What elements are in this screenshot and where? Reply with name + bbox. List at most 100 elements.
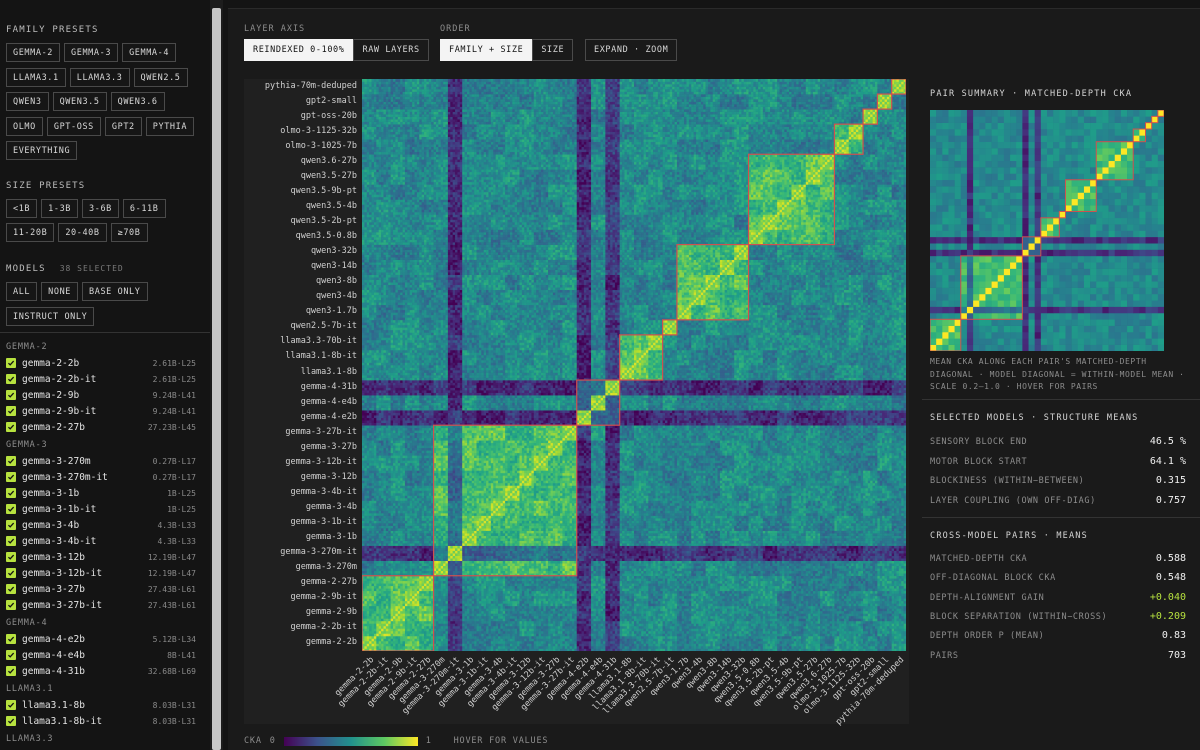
checkbox-checked-icon[interactable]: [6, 568, 16, 578]
checkbox-checked-icon[interactable]: [6, 504, 16, 514]
family-preset-chip[interactable]: GEMMA-2: [6, 43, 61, 62]
size-preset-chip[interactable]: 3-6B: [82, 199, 119, 218]
model-row[interactable]: gemma-3-4b-it 4.3B·L33: [0, 533, 210, 549]
model-row[interactable]: gemma-3-270m-it 0.27B·L17: [0, 469, 210, 485]
family-preset-chip[interactable]: PYTHIA: [145, 117, 195, 136]
model-row[interactable]: gemma-2-9b 9.24B·L41: [0, 387, 210, 403]
checkbox-checked-icon[interactable]: [6, 584, 16, 594]
pair-cell: [1139, 141, 1146, 149]
model-row[interactable]: gemma-3-270m 0.27B·L17: [0, 453, 210, 469]
cka-heatmap[interactable]: [362, 79, 906, 651]
family-preset-chip[interactable]: GPT-OSS: [46, 117, 101, 136]
checkbox-checked-icon[interactable]: [6, 488, 16, 498]
family-preset-chip[interactable]: OLMO: [6, 117, 43, 136]
checkbox-checked-icon[interactable]: [6, 666, 16, 676]
heatmap-block: [419, 545, 434, 561]
model-filter-chip[interactable]: ALL: [6, 282, 38, 301]
pair-cell: [1077, 135, 1085, 143]
pair-cell: [991, 325, 999, 333]
legend-label: CKA: [244, 736, 262, 746]
checkbox-checked-icon[interactable]: [6, 536, 16, 546]
model-row[interactable]: gemma-3-12b 12.19B·L47: [0, 549, 210, 565]
model-row[interactable]: gemma-4-31b 32.68B·L69: [0, 663, 210, 679]
checkbox-checked-icon[interactable]: [6, 374, 16, 384]
model-row[interactable]: gemma-3-27b 27.43B·L61: [0, 581, 210, 597]
model-row[interactable]: llama3.1-8b-it 8.03B·L31: [0, 713, 210, 729]
model-row[interactable]: gemma-2-9b-it 9.24B·L41: [0, 403, 210, 419]
family-preset-chip[interactable]: LLAMA3.1: [6, 68, 66, 87]
pair-cell: [1108, 325, 1116, 333]
pair-summary-heatmap[interactable]: [930, 110, 1164, 351]
model-filter-chip[interactable]: BASE ONLY: [82, 282, 148, 301]
layer-axis-raw-button[interactable]: RAW LAYERS: [353, 39, 429, 61]
model-row[interactable]: gemma-3-4b 4.3B·L33: [0, 517, 210, 533]
family-preset-chip[interactable]: GEMMA-4: [122, 43, 177, 62]
model-row[interactable]: gemma-3-27b-it 27.43B·L61: [0, 597, 210, 613]
pair-cell: [979, 331, 986, 339]
heatmap-block: [805, 199, 821, 215]
checkbox-checked-icon[interactable]: [6, 700, 16, 710]
checkbox-checked-icon[interactable]: [6, 600, 16, 610]
checkbox-checked-icon[interactable]: [6, 716, 16, 726]
size-preset-chip[interactable]: 1-3B: [41, 199, 79, 218]
family-preset-chip[interactable]: QWEN2.5: [133, 68, 188, 87]
order-family-size-button[interactable]: FAMILY + SIZE: [440, 39, 533, 61]
size-preset-chip[interactable]: <1B: [6, 199, 38, 218]
size-preset-chip[interactable]: 11-20B: [6, 223, 55, 242]
sidebar-scrollbar[interactable]: [210, 0, 223, 750]
family-preset-chip[interactable]: LLAMA3.3: [69, 68, 130, 87]
pair-cell: [1059, 116, 1066, 123]
heatmap-block: [404, 109, 420, 125]
model-row[interactable]: gemma-2-2b 2.61B·L25: [0, 355, 210, 371]
pair-cell: [966, 116, 974, 123]
family-preset-chip[interactable]: GPT2: [104, 117, 142, 136]
checkbox-checked-icon[interactable]: [6, 520, 16, 530]
checkbox-checked-icon[interactable]: [6, 358, 16, 368]
checkbox-checked-icon[interactable]: [6, 406, 16, 416]
heatmap-block: [748, 349, 764, 366]
model-row[interactable]: gemma-3-1b-it 1B·L25: [0, 501, 210, 517]
checkbox-checked-icon[interactable]: [6, 634, 16, 644]
heatmap-block: [576, 94, 592, 110]
scrollbar-thumb[interactable]: [212, 8, 221, 750]
order-size-button[interactable]: SIZE: [532, 39, 574, 61]
size-preset-chip[interactable]: 6-11B: [122, 199, 166, 218]
checkbox-checked-icon[interactable]: [6, 456, 16, 466]
family-preset-chip[interactable]: QWEN3.5: [52, 92, 107, 111]
family-preset-chip[interactable]: EVERYTHING: [6, 141, 78, 160]
pair-cell: [1083, 141, 1091, 149]
heatmap-block: [533, 304, 549, 321]
pair-cell: [942, 217, 949, 225]
size-preset-chip[interactable]: ≥70B: [110, 223, 148, 242]
heatmap-block: [662, 334, 678, 351]
model-row[interactable]: gemma-4-e4b 8B·L41: [0, 647, 210, 663]
heatmap-block: [476, 410, 492, 426]
model-group-header: GEMMA-3: [0, 437, 210, 453]
heatmap-block: [390, 124, 406, 140]
checkbox-checked-icon[interactable]: [6, 650, 16, 660]
family-preset-chip[interactable]: GEMMA-3: [64, 43, 119, 62]
layer-axis-reindexed-button[interactable]: REINDEXED 0-100%: [244, 39, 354, 61]
model-row[interactable]: gemma-3-12b-it 12.19B·L47: [0, 565, 210, 581]
family-preset-chip[interactable]: QWEN3.6: [110, 92, 165, 111]
heatmap-block: [433, 470, 449, 486]
expand-zoom-button[interactable]: EXPAND · ZOOM: [585, 39, 678, 61]
model-row[interactable]: gemma-4-e2b 5.12B·L34: [0, 631, 210, 647]
model-row[interactable]: gemma-2-27b 27.23B·L45: [0, 419, 210, 435]
model-row[interactable]: llama3.1-8b 8.03B·L31: [0, 697, 210, 713]
checkbox-checked-icon[interactable]: [6, 422, 16, 432]
model-row[interactable]: gemma-3-1b 1B·L25: [0, 485, 210, 501]
pair-cell: [1114, 344, 1122, 351]
heatmap-block: [362, 380, 377, 396]
model-row[interactable]: gemma-2-2b-it 2.61B·L25: [0, 371, 210, 387]
size-preset-chip[interactable]: 20-40B: [58, 223, 107, 242]
model-filter-chip[interactable]: NONE: [41, 282, 79, 301]
checkbox-checked-icon[interactable]: [6, 390, 16, 400]
heatmap-block: [362, 485, 377, 501]
heatmap-block: [748, 380, 764, 396]
family-preset-chip[interactable]: QWEN3: [6, 92, 49, 111]
checkbox-checked-icon[interactable]: [6, 472, 16, 482]
model-filter-chip[interactable]: INSTRUCT ONLY: [6, 307, 95, 326]
pair-cell: [1016, 135, 1023, 143]
checkbox-checked-icon[interactable]: [6, 552, 16, 562]
